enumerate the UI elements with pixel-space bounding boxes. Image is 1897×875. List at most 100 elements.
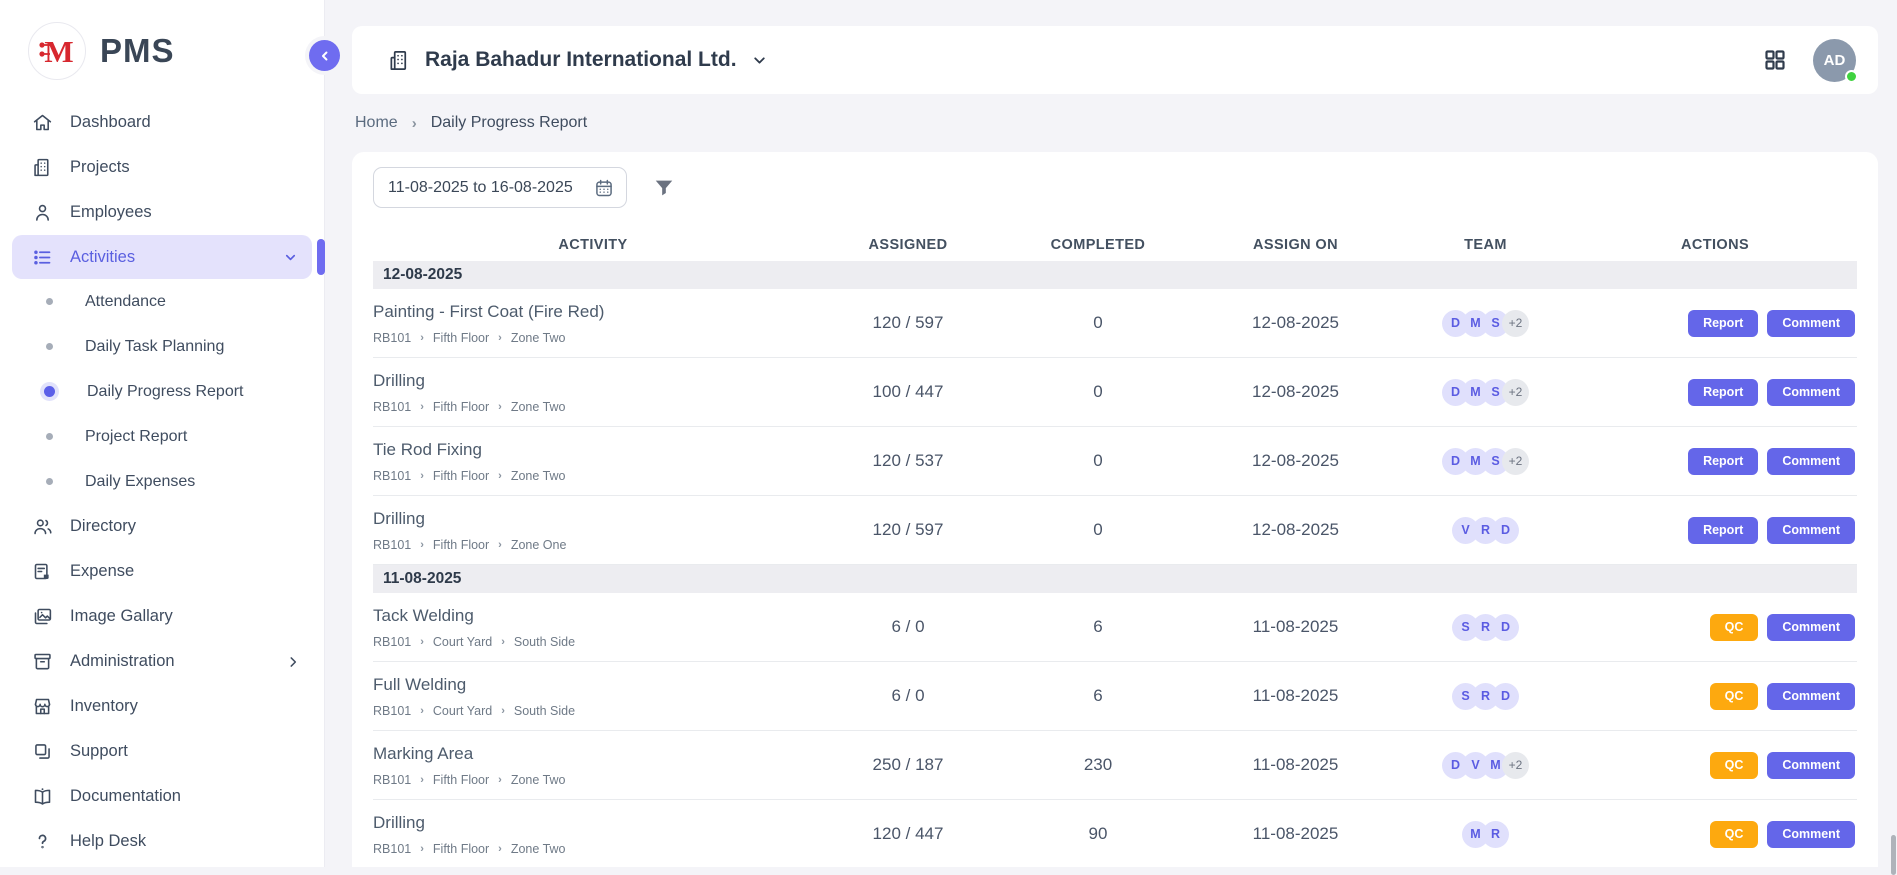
sidebar-item-help-desk[interactable]: Help Desk	[0, 819, 324, 864]
avatar-initials: AD	[1824, 52, 1846, 69]
chevron-down-icon	[283, 250, 298, 265]
table-header: ACTIVITY ASSIGNED COMPLETED ASSIGN ON TE…	[373, 229, 1857, 261]
activity-location-path: RB101› Court Yard› South Side	[373, 635, 813, 649]
company-selector[interactable]: Raja Bahadur International Ltd.	[388, 48, 768, 72]
qc-button[interactable]: QC	[1710, 752, 1759, 779]
team-more-badge: +2	[1502, 310, 1529, 337]
apps-grid-button[interactable]	[1763, 48, 1787, 72]
calendar-icon	[594, 178, 614, 198]
gallery-icon	[32, 606, 53, 627]
sidebar-subitem-daily-task-planning[interactable]: Daily Task Planning	[0, 324, 324, 369]
activity-name: Tie Rod Fixing	[373, 440, 813, 460]
column-header: ASSIGNED	[813, 237, 1003, 253]
assign-on-date: 11-08-2025	[1193, 617, 1398, 637]
column-header: ASSIGN ON	[1193, 237, 1398, 253]
sidebar-item-projects[interactable]: Projects	[0, 145, 324, 190]
column-header: COMPLETED	[1003, 237, 1193, 253]
sidebar-item-support[interactable]: Support	[0, 729, 324, 774]
completed-value: 0	[1003, 382, 1193, 402]
sidebar: M PMS Dashboard Projects Employees Activ…	[0, 0, 325, 867]
report-button[interactable]: Report	[1688, 517, 1758, 544]
completed-value: 6	[1003, 617, 1193, 637]
logo-m-icon: M	[28, 22, 86, 80]
report-button[interactable]: Report	[1688, 310, 1758, 337]
team-avatars: V R D	[1398, 517, 1573, 544]
activity-location-path: RB101› Fifth Floor› Zone Two	[373, 469, 813, 483]
comment-button[interactable]: Comment	[1767, 614, 1855, 641]
sidebar-subitem-daily-expenses[interactable]: Daily Expenses	[0, 459, 324, 504]
table-row: Drilling RB101› Fifth Floor› Zone Two 10…	[373, 358, 1857, 427]
assigned-value: 120 / 537	[813, 451, 1003, 471]
team-avatars: S R D	[1398, 683, 1573, 710]
completed-value: 0	[1003, 451, 1193, 471]
online-status-dot	[1845, 70, 1858, 83]
bullet-dot-icon	[46, 478, 53, 485]
sidebar-subitem-attendance[interactable]: Attendance	[0, 279, 324, 324]
qc-button[interactable]: QC	[1710, 683, 1759, 710]
sidebar-subitem-project-report[interactable]: Project Report	[0, 414, 324, 459]
team-more-badge: +2	[1502, 752, 1529, 779]
date-range-input[interactable]: 11-08-2025 to 16-08-2025	[373, 167, 627, 208]
comment-button[interactable]: Comment	[1767, 379, 1855, 406]
chevron-down-icon	[751, 52, 768, 69]
sidebar-item-image-gallary[interactable]: Image Gallary	[0, 594, 324, 639]
sidebar-item-administration[interactable]: Administration	[0, 639, 324, 684]
completed-value: 90	[1003, 824, 1193, 844]
sidebar-item-directory[interactable]: Directory	[0, 504, 324, 549]
activity-location-path: RB101› Fifth Floor› Zone Two	[373, 331, 813, 345]
vertical-scrollbar[interactable]	[1891, 835, 1896, 875]
assigned-value: 120 / 447	[813, 824, 1003, 844]
activity-name: Drilling	[373, 813, 813, 833]
sidebar-item-label: Employees	[70, 203, 300, 222]
comment-button[interactable]: Comment	[1767, 683, 1855, 710]
comment-button[interactable]: Comment	[1767, 752, 1855, 779]
assigned-value: 6 / 0	[813, 686, 1003, 706]
sidebar-subitem-daily-progress-report[interactable]: Daily Progress Report	[0, 369, 324, 414]
sidebar-item-employees[interactable]: Employees	[0, 190, 324, 235]
comment-button[interactable]: Comment	[1767, 448, 1855, 475]
activity-location-path: RB101› Fifth Floor› Zone One	[373, 538, 813, 552]
sidebar-item-inventory[interactable]: Inventory	[0, 684, 324, 729]
comment-button[interactable]: Comment	[1767, 821, 1855, 848]
top-header: Raja Bahadur International Ltd. AD	[352, 26, 1878, 94]
sidebar-item-documentation[interactable]: Documentation	[0, 774, 324, 819]
assigned-value: 6 / 0	[813, 617, 1003, 637]
app-logo: M PMS	[0, 0, 324, 96]
activity-location-path: RB101› Fifth Floor› Zone Two	[373, 842, 813, 856]
column-header: ACTIVITY	[373, 237, 813, 253]
activity-name: Drilling	[373, 509, 813, 529]
assign-on-date: 12-08-2025	[1193, 451, 1398, 471]
people-icon	[32, 516, 53, 537]
copy-icon	[32, 741, 53, 762]
building-icon	[32, 157, 53, 178]
comment-button[interactable]: Comment	[1767, 310, 1855, 337]
report-button[interactable]: Report	[1688, 448, 1758, 475]
chevron-left-icon	[318, 49, 332, 63]
sidebar-item-expense[interactable]: Expense	[0, 549, 324, 594]
bullet-dot-icon	[46, 343, 53, 350]
list-icon	[32, 247, 53, 268]
chevron-right-icon	[286, 655, 300, 669]
bullet-dot-icon	[46, 433, 53, 440]
filter-button[interactable]	[653, 177, 675, 199]
completed-value: 230	[1003, 755, 1193, 775]
bullet-dot-icon	[46, 298, 53, 305]
assigned-value: 120 / 597	[813, 520, 1003, 540]
assign-on-date: 11-08-2025	[1193, 755, 1398, 775]
question-icon	[32, 831, 53, 852]
qc-button[interactable]: QC	[1710, 821, 1759, 848]
sidebar-item-dashboard[interactable]: Dashboard	[0, 100, 324, 145]
report-button[interactable]: Report	[1688, 379, 1758, 406]
qc-button[interactable]: QC	[1710, 614, 1759, 641]
archive-icon	[32, 651, 53, 672]
column-header: ACTIONS	[1573, 237, 1857, 253]
building-icon	[388, 49, 411, 72]
sidebar-item-activities[interactable]: Activities	[12, 235, 312, 279]
table-row: Full Welding RB101› Court Yard› South Si…	[373, 662, 1857, 731]
sidebar-collapse-button[interactable]	[309, 40, 340, 71]
breadcrumb-home[interactable]: Home	[355, 114, 398, 132]
comment-button[interactable]: Comment	[1767, 517, 1855, 544]
user-avatar[interactable]: AD	[1813, 39, 1856, 82]
table-row: Tack Welding RB101› Court Yard› South Si…	[373, 593, 1857, 662]
date-group-header: 11-08-2025	[373, 565, 1857, 593]
